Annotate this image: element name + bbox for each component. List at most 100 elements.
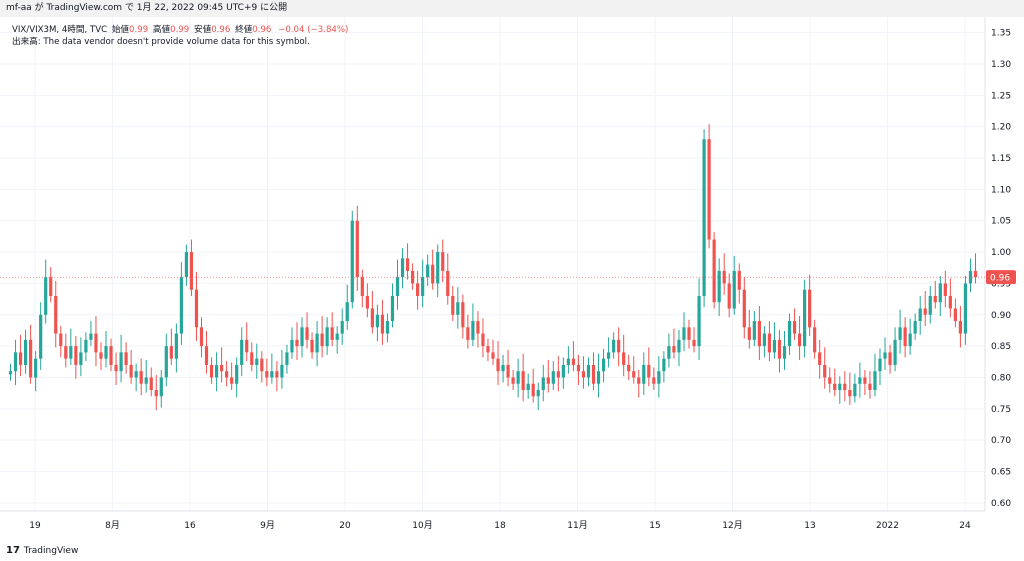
candle-body bbox=[421, 277, 425, 296]
candle-body bbox=[265, 371, 269, 378]
candle-body bbox=[380, 314, 385, 334]
candle-body bbox=[561, 364, 565, 378]
candle-body bbox=[551, 371, 555, 384]
legend-ohlc-row: VIX/VIX3M, 4時間, TVC 始値0.99 高値0.99 安値0.96… bbox=[12, 24, 348, 36]
candle-body bbox=[702, 139, 706, 296]
candle-body bbox=[290, 339, 294, 353]
price-axis[interactable]: 1.35 1.30 1.25 1.20 1.15 1.10 1.05 1.00 0.95 0.90… bbox=[991, 29, 1011, 509]
tradingview-logo-icon: 17 bbox=[6, 545, 20, 556]
candle-body bbox=[627, 364, 631, 372]
candle-body bbox=[260, 358, 264, 372]
candle-body bbox=[576, 364, 581, 372]
candle-body bbox=[275, 371, 279, 378]
x-tick-label: 2022 bbox=[876, 521, 899, 531]
candle-body bbox=[893, 339, 897, 365]
candle-body bbox=[787, 321, 792, 347]
candle-body bbox=[99, 352, 103, 359]
x-tick-label: 20 bbox=[339, 521, 351, 531]
candle-body bbox=[476, 321, 480, 334]
candle-body bbox=[581, 371, 586, 378]
candle-body bbox=[214, 364, 219, 378]
candle-body bbox=[672, 346, 676, 353]
candle-body bbox=[385, 321, 390, 334]
candle-body bbox=[506, 364, 510, 378]
candle-body bbox=[179, 277, 183, 334]
candle-body bbox=[531, 383, 535, 397]
candle-body bbox=[833, 383, 837, 391]
candle-body bbox=[456, 302, 460, 315]
candle-body bbox=[320, 333, 324, 347]
candle-body bbox=[64, 346, 68, 359]
candle-body bbox=[199, 327, 204, 347]
x-tick-label: 10月 bbox=[412, 520, 432, 531]
y-tick-label: 0.90 bbox=[991, 311, 1011, 321]
candle-body bbox=[843, 383, 847, 391]
candle-body bbox=[49, 277, 53, 296]
candle-body bbox=[39, 314, 43, 359]
candle-body bbox=[159, 377, 163, 397]
candle-body bbox=[184, 252, 189, 278]
x-tick-label: 11月 bbox=[567, 520, 587, 531]
candle-body bbox=[69, 346, 73, 359]
candle-body bbox=[642, 364, 646, 384]
candle-body bbox=[772, 339, 777, 353]
candle-body bbox=[913, 321, 917, 334]
candle-body bbox=[571, 358, 576, 365]
candle-body bbox=[134, 371, 138, 378]
candle-body bbox=[948, 295, 952, 309]
candle-body bbox=[923, 308, 927, 315]
legend-low-label: 安値 bbox=[193, 25, 212, 35]
candle-body bbox=[240, 339, 244, 365]
candle-body bbox=[395, 277, 400, 296]
candle-body bbox=[8, 371, 13, 375]
candle-body bbox=[838, 383, 842, 391]
candle-body bbox=[657, 371, 661, 384]
x-tick-label: 16 bbox=[184, 521, 196, 531]
candle-body bbox=[606, 352, 611, 359]
candlestick-chart[interactable]: 1.35 1.30 1.25 1.20 1.15 1.10 1.05 1.00 0.95 0.90… bbox=[0, 17, 1024, 541]
candle-body bbox=[818, 352, 822, 365]
legend-volume-note: 出来高: The data vendor doesn't provide vol… bbox=[12, 37, 310, 47]
legend-high-value: 0.99 bbox=[170, 25, 190, 35]
y-tick-label: 1.15 bbox=[991, 154, 1011, 164]
y-tick-label: 0.70 bbox=[991, 436, 1011, 446]
candle-body bbox=[365, 295, 369, 309]
candle-body bbox=[546, 377, 550, 384]
candle-body bbox=[431, 264, 435, 284]
candle-body bbox=[305, 327, 309, 340]
y-tick-label: 1.25 bbox=[991, 91, 1011, 101]
candle-body bbox=[823, 364, 827, 378]
candle-body bbox=[928, 295, 932, 315]
candle-body bbox=[918, 308, 922, 322]
candle-body bbox=[541, 377, 545, 391]
footer: 17 TradingView bbox=[0, 541, 1024, 561]
candle-body bbox=[466, 327, 470, 340]
y-tick-label: 1.00 bbox=[991, 248, 1011, 258]
candle-body bbox=[94, 333, 98, 353]
candle-body bbox=[335, 333, 339, 340]
y-tick-label: 1.20 bbox=[991, 123, 1011, 133]
candle-body bbox=[330, 327, 334, 340]
candle-body bbox=[662, 358, 666, 372]
candle-body bbox=[104, 346, 108, 359]
grid-lines bbox=[0, 17, 985, 511]
candle-body bbox=[154, 390, 158, 397]
legend-close-label: 終値 bbox=[235, 25, 253, 35]
candle-body bbox=[471, 321, 475, 340]
y-tick-label: 1.05 bbox=[991, 217, 1011, 227]
time-axis[interactable]: 19 8月 16 9月 20 10月 18 11月 15 12月 13 2022 24 bbox=[29, 520, 971, 531]
candle-body bbox=[370, 308, 374, 328]
candle-body bbox=[340, 321, 344, 334]
legend-change: −0.04 (−3.84%) bbox=[278, 25, 349, 35]
candle-body bbox=[848, 390, 852, 397]
candle-body bbox=[742, 289, 746, 328]
candle-body bbox=[194, 289, 199, 328]
candle-body bbox=[89, 333, 93, 340]
y-tick-label: 0.65 bbox=[991, 468, 1011, 478]
candle-body bbox=[617, 339, 621, 353]
candle-body bbox=[416, 283, 420, 296]
candle-body bbox=[808, 289, 812, 328]
candle-body bbox=[189, 252, 194, 290]
candle-body bbox=[968, 270, 973, 284]
legend-open-value: 0.99 bbox=[129, 25, 149, 35]
